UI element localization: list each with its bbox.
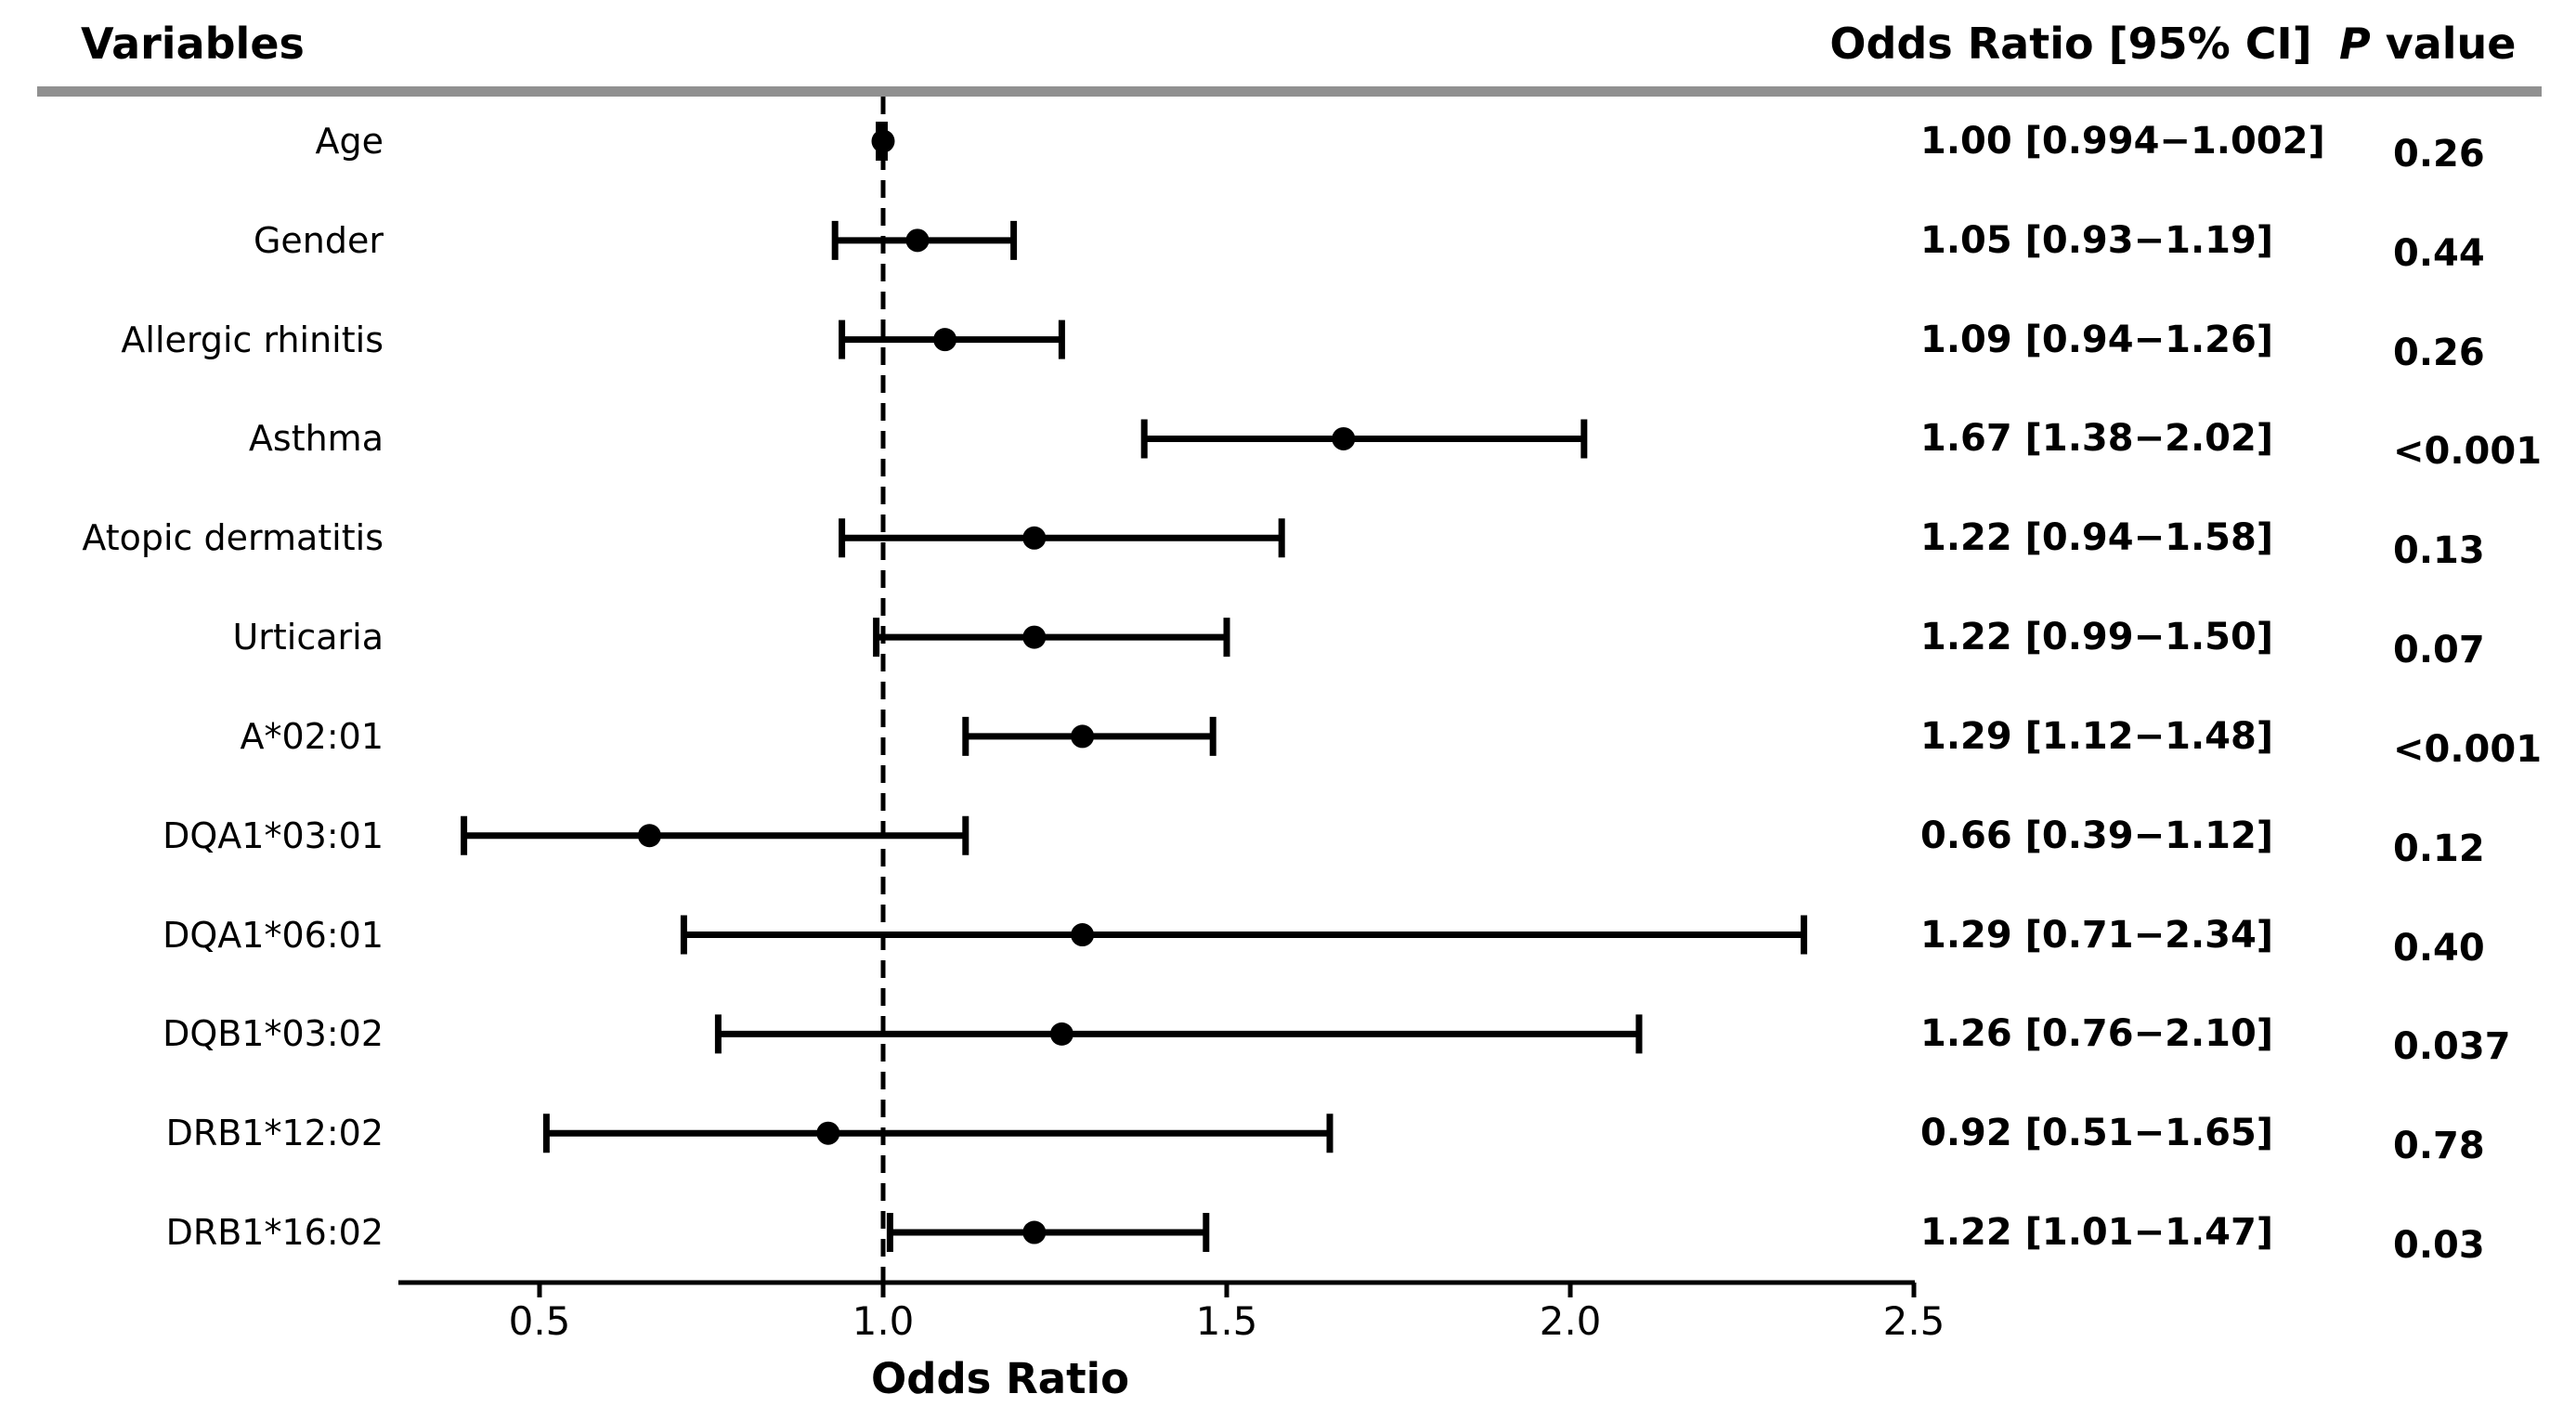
p-value-header-italic-p: P bbox=[2339, 19, 2371, 69]
or-point-marker bbox=[1049, 1022, 1073, 1046]
odds-ratio-ci-value: 1.67 [1.38−2.02] bbox=[1920, 417, 2274, 461]
or-point-marker bbox=[1332, 426, 1356, 450]
variable-label: Allergic rhinitis bbox=[121, 319, 384, 360]
or-point-marker bbox=[933, 328, 957, 352]
variable-label: DQB1*03:02 bbox=[163, 1013, 384, 1055]
or-point-marker bbox=[816, 1121, 840, 1145]
odds-ratio-ci-value: 0.66 [0.39−1.12] bbox=[1920, 814, 2274, 857]
x-tick-label: 0.5 bbox=[508, 1298, 571, 1344]
or-point-marker bbox=[871, 129, 895, 153]
x-tick-label: 2.0 bbox=[1539, 1298, 1602, 1344]
or-point-marker bbox=[1022, 625, 1047, 649]
variable-label: Age bbox=[315, 121, 384, 162]
x-axis-title: Odds Ratio bbox=[871, 1354, 1129, 1403]
odds-ratio-ci-value: 1.22 [0.99−1.50] bbox=[1920, 616, 2274, 659]
x-tick-label: 1.0 bbox=[852, 1298, 915, 1344]
p-value: 0.07 bbox=[2393, 629, 2485, 672]
x-tick-label: 2.5 bbox=[1882, 1298, 1945, 1344]
p-value: 0.12 bbox=[2393, 827, 2485, 870]
p-value: 0.44 bbox=[2393, 231, 2485, 275]
variable-label: Gender bbox=[253, 219, 384, 261]
odds-ratio-ci-value: 1.29 [0.71−2.34] bbox=[1920, 913, 2274, 957]
variable-label: A*02:01 bbox=[240, 715, 384, 757]
or-point-marker bbox=[1022, 526, 1047, 550]
p-value: 0.13 bbox=[2393, 529, 2485, 573]
variable-label: DQA1*06:01 bbox=[163, 914, 384, 956]
or-point-marker bbox=[1071, 923, 1095, 947]
column-header-p-value: P value bbox=[2339, 20, 2516, 68]
header-separator-line bbox=[37, 86, 2542, 97]
p-value: 0.26 bbox=[2393, 133, 2485, 176]
p-value: 0.03 bbox=[2393, 1224, 2485, 1268]
variable-label: Urticaria bbox=[232, 617, 384, 658]
odds-ratio-ci-value: 1.22 [0.94−1.58] bbox=[1920, 516, 2274, 560]
variable-label: DRB1*16:02 bbox=[165, 1212, 384, 1254]
odds-ratio-ci-value: 1.22 [1.01−1.47] bbox=[1920, 1211, 2274, 1255]
p-value-header-rest: value bbox=[2370, 19, 2517, 69]
p-value: 0.78 bbox=[2393, 1125, 2485, 1168]
p-value: 0.26 bbox=[2393, 331, 2485, 374]
column-header-odds-ratio-ci: Odds Ratio [95% CI] bbox=[1829, 19, 2312, 69]
odds-ratio-ci-value: 1.00 [0.994−1.002] bbox=[1920, 120, 2325, 163]
p-value: 0.037 bbox=[2393, 1025, 2511, 1069]
odds-ratio-ci-value: 0.92 [0.51−1.65] bbox=[1920, 1112, 2274, 1155]
or-point-marker bbox=[1071, 724, 1095, 749]
x-tick-label: 1.5 bbox=[1195, 1298, 1258, 1344]
variable-label: Atopic dermatitis bbox=[82, 517, 384, 559]
or-point-marker bbox=[637, 824, 661, 848]
column-header-variables: Variables bbox=[81, 19, 305, 69]
odds-ratio-ci-value: 1.29 [1.12−1.48] bbox=[1920, 714, 2274, 758]
odds-ratio-ci-value: 1.05 [0.93−1.19] bbox=[1920, 218, 2274, 262]
variable-label: Asthma bbox=[248, 418, 384, 460]
p-value: <0.001 bbox=[2393, 727, 2543, 771]
odds-ratio-ci-value: 1.26 [0.76−2.10] bbox=[1920, 1012, 2274, 1056]
variable-label: DQA1*03:01 bbox=[163, 814, 384, 856]
p-value: 0.40 bbox=[2393, 926, 2485, 970]
variable-label: DRB1*12:02 bbox=[165, 1113, 384, 1154]
or-point-marker bbox=[1022, 1220, 1047, 1244]
odds-ratio-ci-value: 1.09 [0.94−1.26] bbox=[1920, 318, 2274, 361]
p-value: <0.001 bbox=[2393, 430, 2543, 474]
or-point-marker bbox=[905, 228, 930, 253]
